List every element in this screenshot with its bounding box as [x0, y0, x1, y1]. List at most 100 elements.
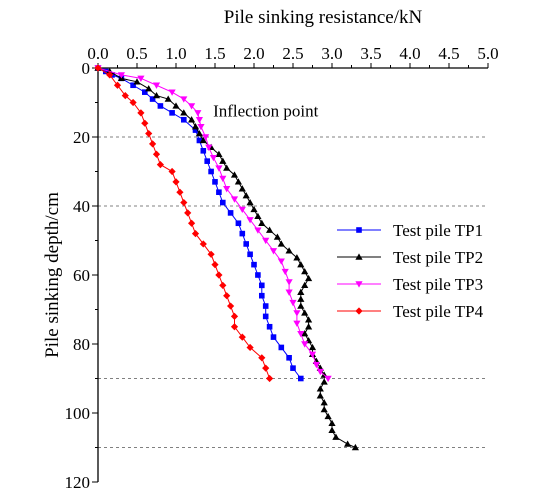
data-point: [266, 323, 273, 330]
data-point: [297, 302, 305, 309]
y-tick-label: 80: [73, 335, 90, 354]
data-point: [247, 251, 253, 258]
y-tick-label: 40: [73, 197, 90, 216]
data-point: [180, 96, 188, 103]
data-point: [181, 116, 187, 123]
x-tick-label: 2.5: [282, 44, 303, 63]
data-point: [254, 212, 262, 220]
data-point: [308, 351, 317, 358]
inflection-point-annotation: Inflection point: [213, 101, 319, 120]
y-tick-label: 100: [65, 404, 91, 423]
data-point: [258, 354, 266, 362]
data-point: [211, 261, 219, 269]
legend-item: Test pile TP4: [337, 302, 484, 321]
data-point: [223, 186, 231, 193]
data-point: [324, 412, 332, 420]
data-point: [297, 295, 305, 302]
data-point: [137, 109, 145, 117]
x-tick-label: 3.0: [321, 44, 342, 63]
data-point: [301, 341, 309, 348]
legend-item: Test pile TP2: [337, 248, 483, 267]
data-point: [209, 155, 218, 162]
data-point: [324, 375, 332, 383]
data-point: [117, 72, 125, 79]
data-point: [301, 330, 309, 337]
data-point: [230, 323, 239, 331]
data-point: [297, 330, 305, 338]
data-point: [141, 119, 149, 127]
data-point: [205, 144, 213, 151]
data-point: [230, 171, 239, 178]
data-point: [316, 392, 324, 399]
data-point: [220, 199, 226, 206]
data-point: [316, 385, 324, 392]
data-point: [152, 92, 161, 99]
data-point: [277, 240, 285, 247]
data-point: [286, 355, 292, 361]
data-point: [266, 374, 274, 383]
x-tick-label: 0.0: [87, 44, 108, 63]
data-point: [199, 136, 207, 144]
data-point: [328, 419, 336, 427]
data-point: [258, 219, 266, 226]
data-point: [301, 309, 309, 316]
data-point: [351, 443, 359, 451]
legend-item: Test pile TP3: [337, 275, 483, 294]
data-point: [152, 82, 161, 89]
data-point: [356, 227, 362, 233]
data-point: [262, 364, 270, 372]
data-point: [328, 426, 336, 433]
data-point: [223, 164, 231, 171]
data-point: [305, 323, 313, 330]
data-point: [191, 123, 200, 130]
data-point: [188, 116, 196, 123]
x-tick-label: 0.5: [126, 44, 147, 63]
legend-label: Test pile TP4: [393, 302, 484, 321]
data-point: [199, 240, 207, 248]
data-point: [293, 320, 301, 327]
data-point: [207, 250, 215, 258]
data-point: [172, 102, 180, 109]
series-2: [94, 64, 359, 451]
data-point: [259, 292, 265, 299]
data-point: [145, 85, 153, 92]
data-point: [202, 134, 210, 141]
data-point: [262, 303, 269, 309]
data-point: [157, 103, 164, 109]
data-point: [133, 78, 141, 85]
data-point: [130, 82, 136, 89]
data-point: [305, 316, 313, 323]
data-point: [234, 178, 242, 185]
data-point: [194, 110, 202, 117]
data-point: [312, 362, 320, 369]
data-point: [230, 196, 239, 203]
data-point: [255, 272, 261, 278]
data-point: [176, 188, 184, 196]
data-point: [219, 175, 227, 182]
data-point: [246, 217, 254, 224]
data-point: [204, 158, 210, 164]
data-point: [180, 109, 188, 116]
data-point: [239, 230, 246, 237]
data-point: [113, 81, 122, 89]
data-point: [219, 157, 227, 164]
y-tick-label: 20: [73, 128, 90, 147]
data-point: [172, 178, 180, 186]
data-point: [149, 140, 157, 148]
legend-item: Test pile TP1: [337, 221, 483, 240]
data-point: [106, 71, 114, 79]
data-point: [156, 161, 164, 169]
data-point: [180, 198, 188, 207]
y-ticks: 0 20 40 60 80 100 120: [65, 59, 98, 492]
x-tick-label: 1.0: [165, 44, 186, 63]
data-point: [285, 289, 293, 296]
data-point: [208, 168, 214, 175]
data-point: [142, 89, 148, 95]
legend-label: Test pile TP1: [393, 221, 483, 240]
data-point: [219, 281, 227, 289]
series-line: [97, 67, 356, 448]
data-point: [215, 271, 223, 279]
series-3: [94, 65, 332, 383]
series-4: [94, 64, 274, 383]
x-tick-label: 4.0: [399, 44, 420, 63]
